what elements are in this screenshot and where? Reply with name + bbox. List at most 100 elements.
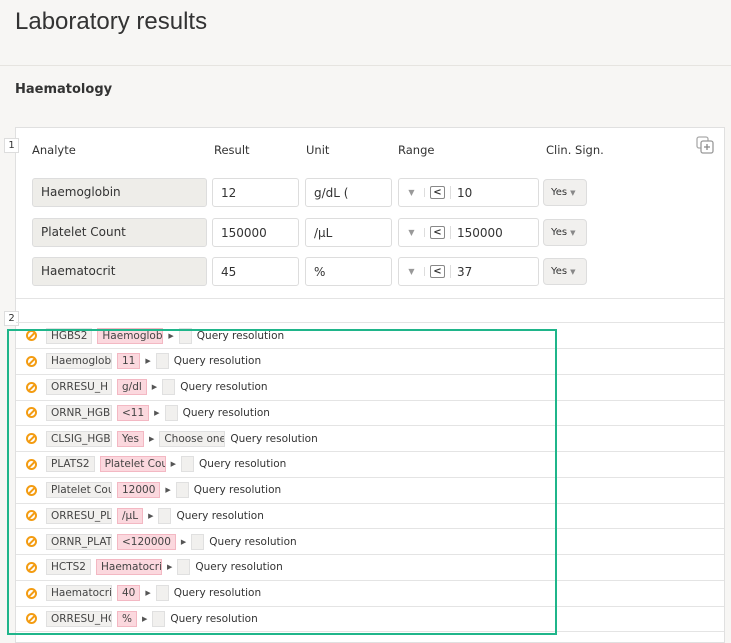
clin-sign-value: Yes: [551, 187, 568, 198]
query-field-name: HGBS2: [46, 327, 93, 344]
query-row: Platelet Cou 12000 ▶ Query resolution: [16, 478, 724, 504]
range-input[interactable]: 37: [457, 264, 473, 279]
caret-right-icon[interactable]: ▶: [165, 486, 171, 494]
query-blocked-icon[interactable]: [26, 433, 37, 444]
query-blocked-icon[interactable]: [26, 613, 37, 625]
empty-field[interactable]: [155, 585, 169, 601]
query-field-name: ORRESU_HC: [46, 610, 112, 627]
unit-input[interactable]: %: [305, 257, 392, 286]
query-resolution-label[interactable]: Query resolution: [209, 535, 297, 548]
query-resolution-label[interactable]: Query resolution: [230, 432, 318, 445]
result-input[interactable]: 12: [212, 178, 299, 207]
query-field-name: ORNR_PLAT: [46, 533, 112, 550]
range-control: ▼ < 150000: [398, 218, 539, 247]
query-blocked-icon[interactable]: [26, 407, 37, 419]
query-value: <120000: [117, 533, 176, 550]
header-result: Result: [214, 143, 250, 157]
query-field-name: ORNR_HGB: [46, 404, 112, 421]
empty-field[interactable]: [177, 559, 191, 576]
query-resolution-label[interactable]: Query resolution: [193, 484, 282, 496]
query-resolution-label[interactable]: Query resolution: [173, 587, 262, 599]
empty-field[interactable]: [164, 404, 178, 421]
query-resolution-label[interactable]: Query resolution: [180, 381, 268, 393]
range-dropdown[interactable]: ▼: [399, 188, 425, 197]
caret-right-icon[interactable]: ▶: [167, 563, 173, 572]
caret-right-icon[interactable]: ▶: [170, 460, 176, 469]
query-resolution-label[interactable]: Query resolution: [195, 561, 283, 574]
query-resolution-label[interactable]: Query resolution: [173, 355, 262, 368]
caret-right-icon[interactable]: ▶: [154, 408, 160, 417]
caret-right-icon[interactable]: ▶: [168, 331, 174, 340]
empty-field[interactable]: [180, 456, 194, 473]
clin-sign-select[interactable]: Yes ▼: [543, 219, 587, 246]
analyte-field: Haemoglobin: [32, 178, 207, 207]
operator-button[interactable]: <: [425, 226, 451, 239]
empty-field[interactable]: [191, 533, 205, 550]
caret-right-icon[interactable]: ▶: [148, 434, 155, 443]
header-analyte: Analyte: [32, 143, 76, 157]
empty-field[interactable]: [158, 507, 172, 524]
caret-right-icon[interactable]: ▶: [180, 537, 187, 546]
operator-button[interactable]: <: [425, 186, 451, 199]
header-range: Range: [398, 143, 435, 157]
analyte-field: Haematocrit: [32, 257, 207, 286]
range-input[interactable]: 150000: [457, 225, 503, 240]
query-row: Haemoglob 11 ▶ Query resolution: [16, 349, 724, 375]
query-field-name: ORRESU_PL: [46, 507, 112, 524]
query-field-name: Platelet Cou: [46, 482, 112, 498]
query-blocked-icon[interactable]: [26, 381, 37, 393]
query-value: g/dl: [117, 379, 147, 395]
unit-input[interactable]: g/dL (: [305, 178, 392, 207]
query-resolution-label[interactable]: Query resolution: [182, 406, 270, 419]
chevron-down-icon: ▼: [570, 188, 576, 197]
query-blocked-icon[interactable]: [26, 458, 37, 470]
caret-right-icon[interactable]: ▶: [148, 511, 154, 520]
query-resolution-label[interactable]: Query resolution: [176, 509, 264, 522]
caret-right-icon[interactable]: ▶: [151, 383, 158, 391]
query-blocked-icon[interactable]: [26, 536, 37, 547]
query-resolution-label[interactable]: Query resolution: [198, 458, 287, 471]
clin-sign-select[interactable]: Yes ▼: [543, 258, 587, 285]
query-row: ORNR_PLAT <120000 ▶ Query resolution: [16, 529, 724, 555]
query-value: Platelet Cou: [99, 456, 166, 473]
caret-right-icon[interactable]: ▶: [145, 589, 151, 597]
query-row: PLATS2 Platelet Cou ▶ Query resolution: [16, 452, 724, 478]
query-blocked-icon[interactable]: [26, 484, 37, 496]
chevron-down-icon: ▼: [570, 228, 576, 237]
query-resolution-label[interactable]: Query resolution: [196, 329, 285, 342]
range-dropdown[interactable]: ▼: [399, 267, 425, 276]
caret-right-icon[interactable]: ▶: [141, 614, 148, 623]
query-field-name: ORRESU_H: [46, 379, 112, 395]
result-input[interactable]: 150000: [212, 218, 299, 247]
query-blocked-icon[interactable]: [26, 330, 37, 341]
query-row: CLSIG_HGB Yes ▶ Choose one Query resolut…: [16, 426, 724, 452]
query-resolution-label[interactable]: Query resolution: [170, 612, 258, 625]
header-clin-sign: Clin. Sign.: [546, 143, 604, 157]
clin-sign-value: Yes: [551, 227, 568, 238]
range-dropdown[interactable]: ▼: [399, 228, 425, 237]
query-blocked-icon[interactable]: [26, 510, 37, 522]
empty-field[interactable]: [155, 353, 169, 370]
empty-field[interactable]: [178, 327, 192, 344]
empty-field[interactable]: [162, 379, 176, 395]
range-input[interactable]: 10: [457, 185, 473, 200]
clin-sign-select[interactable]: Yes ▼: [543, 179, 587, 206]
query-blocked-icon[interactable]: [26, 355, 37, 367]
copy-add-icon[interactable]: [696, 136, 714, 154]
item-number: 1: [4, 138, 19, 153]
empty-field[interactable]: [152, 610, 166, 627]
result-input[interactable]: 45: [212, 257, 299, 286]
caret-right-icon[interactable]: ▶: [145, 357, 151, 366]
page-title: Laboratory results: [15, 8, 208, 35]
query-blocked-icon[interactable]: [26, 587, 37, 599]
operator-button[interactable]: <: [425, 265, 451, 278]
header-unit: Unit: [306, 143, 330, 157]
empty-field[interactable]: [175, 482, 189, 498]
unit-input[interactable]: /µL: [305, 218, 392, 247]
query-blocked-icon[interactable]: [26, 561, 37, 573]
query-row: ORNR_HGB <11 ▶ Query resolution: [16, 400, 724, 427]
choose-one-select[interactable]: Choose one: [159, 430, 226, 447]
query-field-name: CLSIG_HGB: [46, 430, 112, 447]
range-control: ▼ < 10: [398, 178, 539, 207]
query-value: 11: [117, 353, 141, 370]
